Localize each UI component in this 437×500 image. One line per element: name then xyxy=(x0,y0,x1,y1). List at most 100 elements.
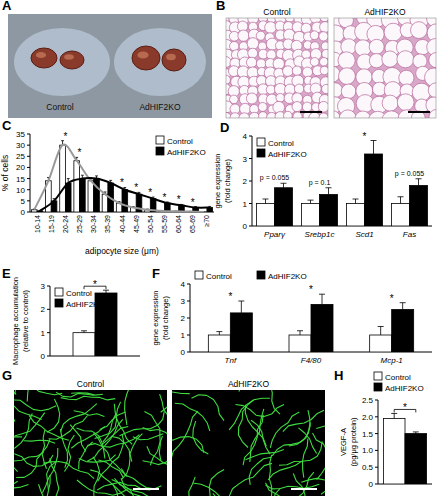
legend-swatch xyxy=(195,271,203,279)
vessel xyxy=(299,428,317,454)
bar xyxy=(80,179,86,212)
y-axis-label: % of cells xyxy=(0,155,10,191)
fat-pad-highlight xyxy=(64,54,74,59)
annotation: * xyxy=(93,279,97,290)
category-label: Tnf xyxy=(225,356,237,365)
legend: ControlAdHIF2KO xyxy=(55,288,105,309)
error-cap xyxy=(353,199,359,200)
error-bar xyxy=(297,331,303,335)
adipocyte xyxy=(276,93,285,102)
vessel xyxy=(246,450,284,460)
vessel xyxy=(121,469,161,489)
y-tick-label: 0 xyxy=(369,480,374,489)
chart-panel: E0123Macrophage accumulation(relative to… xyxy=(2,266,140,365)
histology-image xyxy=(334,18,436,118)
y-tick-label: 1 xyxy=(41,329,46,338)
adipocyte xyxy=(302,67,312,77)
error-cap xyxy=(371,140,377,141)
error-cap xyxy=(326,187,332,188)
panel-letter: G xyxy=(2,368,12,383)
y-tick-label: 20 xyxy=(16,163,25,172)
y-tick xyxy=(27,134,30,135)
fat-pad-highlight xyxy=(166,54,176,61)
vessel xyxy=(116,402,132,445)
vessel xyxy=(266,484,320,489)
adipocyte xyxy=(285,18,295,22)
legend: ControlAdHIF2KO xyxy=(156,136,206,157)
bar xyxy=(311,304,333,352)
error-cap xyxy=(297,330,303,331)
vessel xyxy=(14,481,18,496)
legend-label: Control xyxy=(268,139,294,148)
error-cap xyxy=(416,178,422,179)
category-label: 65-69 xyxy=(189,215,196,233)
fat-pad xyxy=(60,51,84,69)
y-tick-label: 2.5 xyxy=(362,396,374,405)
vessel xyxy=(42,448,57,493)
bar xyxy=(370,335,392,352)
y-tick xyxy=(27,156,30,157)
fat-pad xyxy=(162,49,186,71)
legend-swatch xyxy=(55,299,63,307)
adipocyte xyxy=(320,57,328,66)
y-axis-label: gene expression xyxy=(213,153,222,208)
category-label: 30-34 xyxy=(90,215,97,233)
vessel xyxy=(172,392,190,407)
legend-label: Control xyxy=(167,137,193,146)
adipocyte xyxy=(320,22,328,33)
error-line xyxy=(283,183,284,188)
adipocyte xyxy=(283,66,294,77)
vessel xyxy=(193,483,228,496)
y-tick-label: 2 xyxy=(243,177,248,186)
category-label: F4/80 xyxy=(301,356,322,365)
bar xyxy=(365,154,383,226)
adipocyte xyxy=(267,50,277,60)
error-bar xyxy=(378,327,384,336)
legend-label: AdHIF2KO xyxy=(385,384,424,393)
error-bar xyxy=(81,331,87,333)
annotation: * xyxy=(148,187,152,198)
y-tick-label: 30 xyxy=(16,141,25,150)
error-bar xyxy=(371,141,377,155)
image-label: AdHIF2KO xyxy=(228,379,269,389)
panel-letter: C xyxy=(2,118,12,133)
adipocyte xyxy=(369,39,384,54)
panel-letter: A xyxy=(2,0,12,13)
y-axis-label: (fold change) xyxy=(223,159,232,203)
vessel xyxy=(24,440,55,443)
error-cap xyxy=(81,330,87,331)
y-axis-label: Macrophage accumulation xyxy=(11,277,20,365)
vessel-image xyxy=(14,390,167,496)
adipocyte xyxy=(246,93,257,104)
y-tick-label: 3 xyxy=(243,155,248,164)
bar xyxy=(289,335,311,352)
adipocyte xyxy=(355,111,371,118)
y-tick xyxy=(47,286,50,287)
adipocyte xyxy=(319,32,328,41)
photo-label: AdHIF2KO xyxy=(139,102,180,112)
error-bar xyxy=(281,183,287,188)
adipocyte xyxy=(310,58,319,67)
plot-area xyxy=(208,294,413,352)
legend: ControlAdHIF2KO xyxy=(195,271,307,281)
category-label: 60-64 xyxy=(175,215,182,233)
y-tick-label: 10 xyxy=(16,186,25,195)
error-line xyxy=(328,188,329,195)
vessel xyxy=(14,452,44,461)
image-background xyxy=(14,390,167,496)
vessel xyxy=(64,435,74,471)
error-bar xyxy=(263,199,269,204)
bar xyxy=(122,190,128,212)
bar xyxy=(383,418,405,484)
adipocyte xyxy=(238,30,249,41)
category-label: Pparγ xyxy=(264,230,286,239)
adipocyte xyxy=(397,51,414,68)
error-cap xyxy=(81,175,84,176)
image-frame xyxy=(226,18,328,118)
panel-letter: H xyxy=(334,368,343,383)
legend-swatch xyxy=(156,147,164,155)
legend-swatch xyxy=(55,288,63,296)
vessel xyxy=(161,390,167,412)
vessel xyxy=(268,461,302,480)
fat-pad-highlight xyxy=(137,51,148,58)
